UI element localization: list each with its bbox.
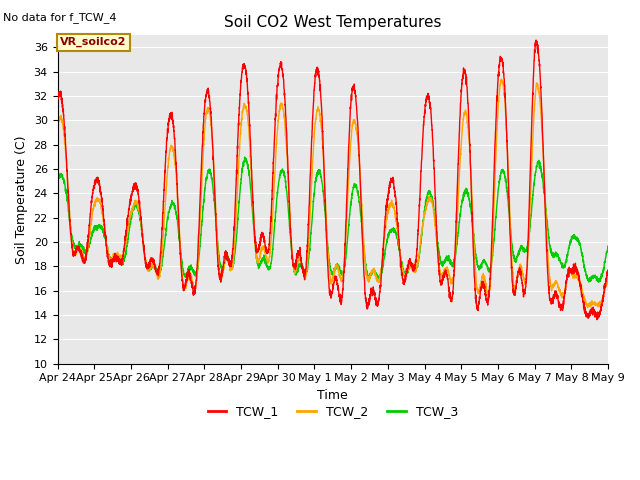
TCW_3: [207, 172, 215, 178]
Title: Soil CO2 West Temperatures: Soil CO2 West Temperatures: [224, 15, 442, 30]
TCW_2: [54, 124, 61, 130]
Legend: TCW_1, TCW_2, TCW_3: TCW_1, TCW_2, TCW_3: [203, 400, 463, 423]
TCW_2: [604, 277, 612, 283]
TCW_1: [552, 288, 560, 294]
TCW_3: [604, 245, 612, 251]
TCW_1: [593, 317, 601, 323]
TCW_3: [396, 252, 404, 257]
TCW_1: [604, 268, 612, 274]
TCW_3: [172, 205, 179, 211]
Text: VR_soilco2: VR_soilco2: [60, 37, 127, 48]
TCW_3: [604, 244, 612, 250]
TCW_1: [604, 267, 612, 273]
Line: TCW_2: TCW_2: [58, 79, 608, 308]
TCW_2: [497, 76, 505, 82]
TCW_3: [241, 154, 248, 160]
X-axis label: Time: Time: [317, 389, 348, 402]
Y-axis label: Soil Temperature (C): Soil Temperature (C): [15, 135, 28, 264]
TCW_1: [172, 151, 179, 156]
TCW_1: [207, 115, 215, 120]
TCW_1: [532, 37, 540, 43]
TCW_2: [387, 200, 394, 206]
Line: TCW_3: TCW_3: [58, 157, 608, 282]
TCW_3: [595, 279, 603, 285]
TCW_2: [552, 280, 560, 286]
Line: TCW_1: TCW_1: [58, 40, 608, 320]
TCW_2: [604, 276, 612, 281]
TCW_3: [54, 180, 61, 186]
TCW_3: [552, 252, 560, 258]
TCW_1: [396, 253, 404, 259]
Text: No data for f_TCW_4: No data for f_TCW_4: [3, 12, 116, 23]
TCW_2: [396, 252, 404, 257]
TCW_2: [207, 125, 215, 131]
TCW_1: [54, 94, 61, 99]
TCW_1: [387, 180, 394, 185]
TCW_3: [387, 229, 394, 235]
TCW_2: [172, 165, 179, 171]
TCW_2: [584, 305, 591, 311]
